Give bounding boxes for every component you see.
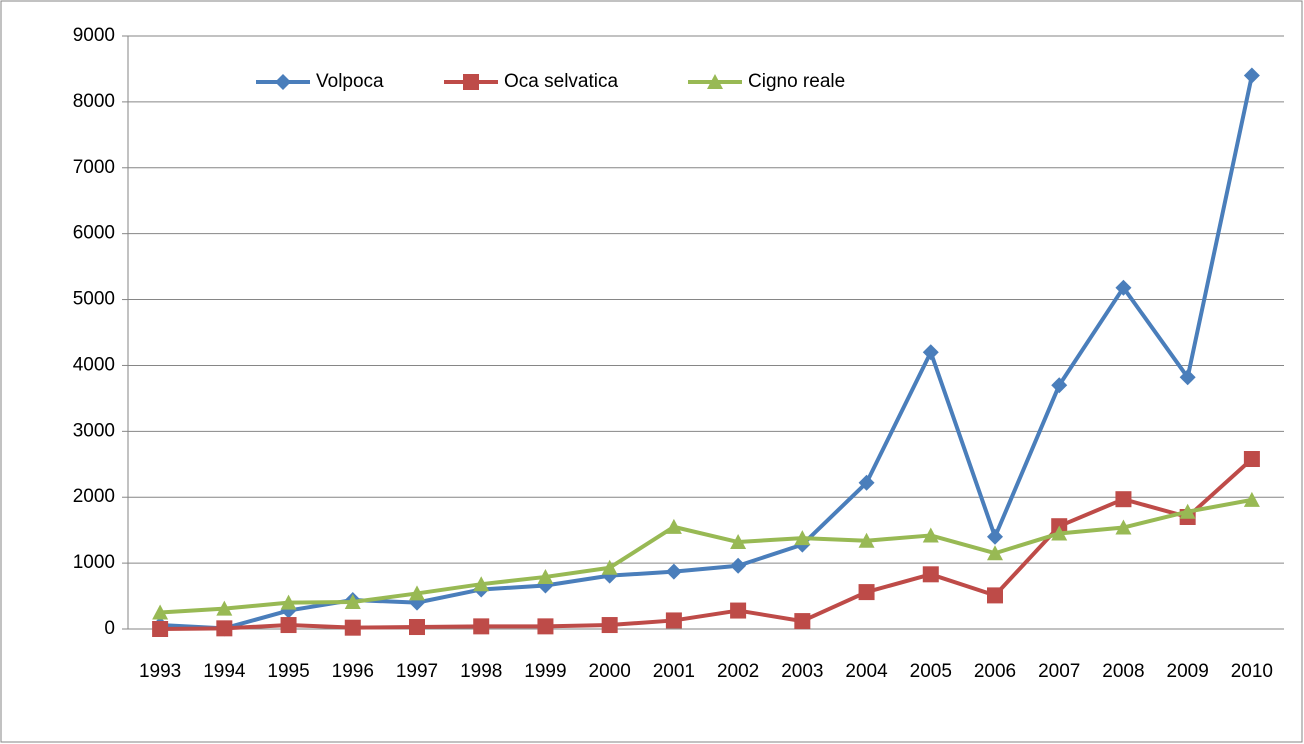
x-tick-label: 2002: [717, 661, 759, 682]
marker: [858, 474, 875, 491]
series-line: [159, 497, 1253, 615]
x-tick-label: 2003: [781, 661, 823, 682]
y-tick-label: 7000: [73, 157, 115, 178]
marker: [537, 568, 554, 584]
legend-marker: [707, 74, 723, 89]
marker: [409, 619, 425, 636]
marker: [537, 618, 554, 635]
marker: [794, 530, 811, 546]
legend-label: Cigno reale: [748, 71, 845, 92]
x-tick-label: 2005: [910, 661, 952, 682]
marker: [730, 534, 747, 550]
y-tick-label: 3000: [73, 420, 115, 441]
x-tick-label: 1994: [203, 661, 246, 682]
marker: [473, 576, 490, 592]
marker: [216, 600, 233, 616]
marker: [152, 604, 169, 620]
marker: [1243, 67, 1260, 84]
x-tick-label: 2007: [1038, 661, 1080, 682]
x-tick-label: 1997: [396, 661, 438, 682]
marker: [1115, 279, 1132, 296]
marker: [152, 621, 169, 637]
marker: [1243, 451, 1260, 468]
x-tick-label: 2006: [974, 661, 1016, 682]
marker: [730, 557, 747, 574]
marker: [1243, 491, 1260, 507]
legend-label: Oca selvatica: [504, 71, 618, 92]
marker: [1115, 519, 1132, 535]
marker: [280, 594, 297, 610]
marker: [344, 619, 361, 636]
x-tick-label: 2009: [1167, 661, 1209, 682]
x-tick-label: 1993: [139, 661, 181, 682]
marker: [665, 563, 682, 580]
marker: [601, 559, 618, 575]
x-tick-label: 1998: [460, 661, 502, 682]
marker: [665, 518, 682, 534]
marker: [987, 528, 1003, 545]
x-tick-label: 2000: [589, 661, 631, 682]
x-tick-label: 2010: [1231, 661, 1273, 682]
marker: [730, 602, 747, 619]
y-tick-label: 2000: [73, 486, 115, 507]
marker: [344, 593, 361, 609]
marker: [987, 587, 1003, 604]
marker: [794, 613, 811, 630]
y-tick-label: 9000: [73, 25, 115, 46]
marker: [473, 618, 490, 635]
marker: [665, 612, 682, 629]
marker: [409, 585, 425, 601]
x-tick-label: 1999: [524, 661, 566, 682]
marker: [1051, 377, 1068, 394]
marker: [858, 584, 875, 601]
legend-label: Volpoca: [316, 71, 384, 92]
y-tick-label: 8000: [73, 91, 115, 112]
marker: [216, 620, 233, 637]
marker: [1051, 525, 1068, 541]
marker: [922, 566, 939, 583]
legend-marker: [275, 74, 291, 90]
marker: [280, 617, 297, 634]
marker: [1179, 503, 1196, 519]
marker: [1115, 491, 1132, 508]
y-tick-label: 0: [104, 618, 115, 639]
marker: [858, 532, 875, 548]
marker: [987, 545, 1003, 561]
series-line: [160, 457, 1254, 631]
legend-marker: [463, 74, 479, 90]
x-tick-label: 2004: [845, 661, 888, 682]
marker: [922, 527, 939, 543]
x-tick-label: 2001: [653, 661, 695, 682]
marker: [922, 344, 939, 361]
y-tick-label: 6000: [73, 223, 115, 244]
y-tick-label: 4000: [73, 354, 115, 375]
x-tick-label: 2008: [1102, 661, 1144, 682]
y-tick-label: 1000: [73, 552, 115, 573]
x-tick-label: 1996: [332, 661, 374, 682]
x-tick-label: 1995: [267, 661, 309, 682]
marker: [601, 617, 618, 634]
marker: [1179, 369, 1196, 386]
y-tick-label: 5000: [73, 289, 115, 310]
